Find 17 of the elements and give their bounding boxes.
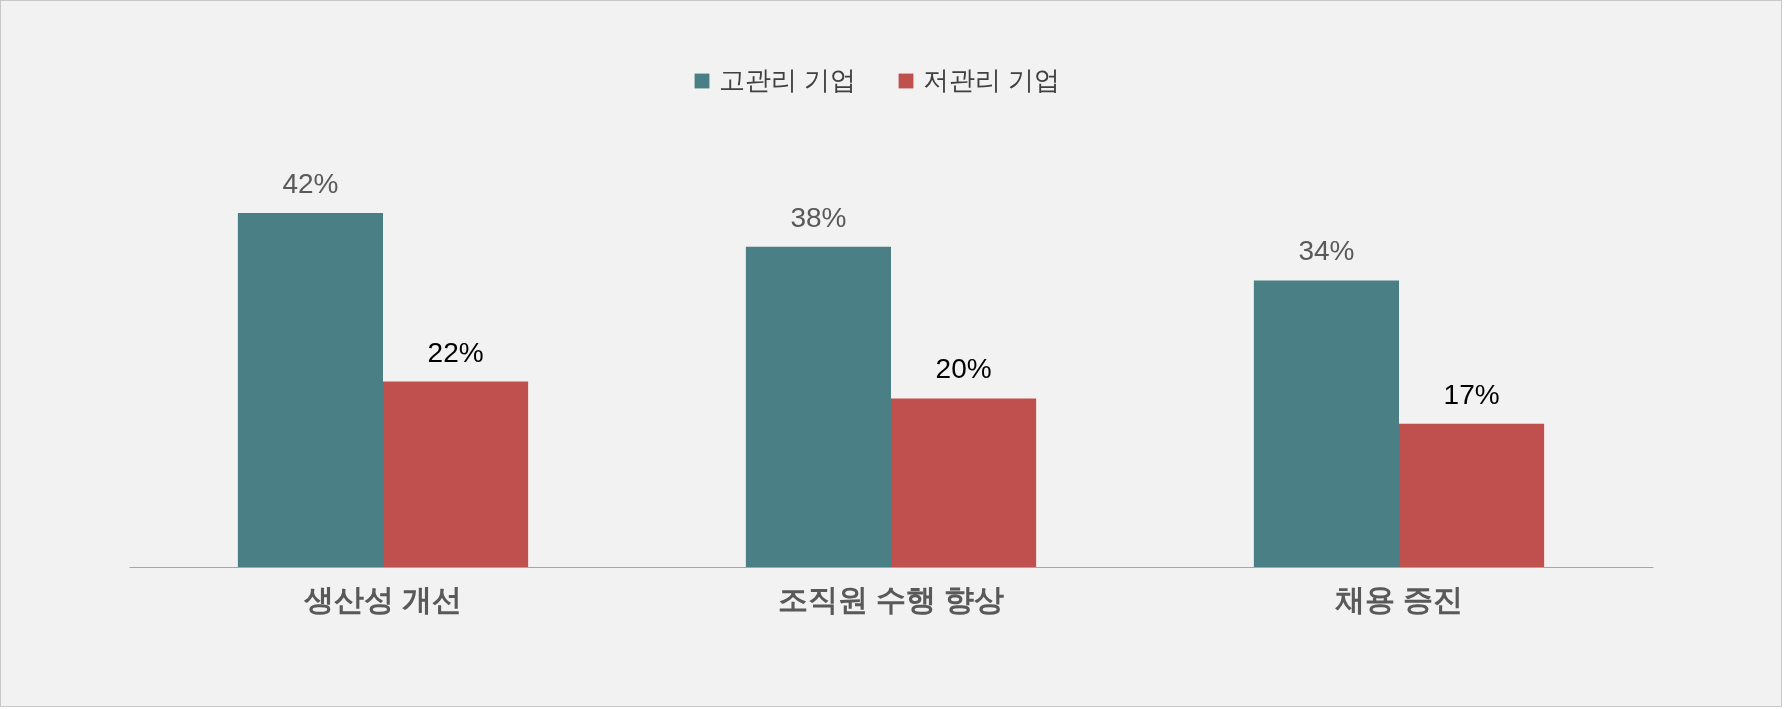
- data-label: 38%: [790, 201, 847, 233]
- bar: [745, 246, 891, 567]
- data-label: 22%: [427, 336, 484, 368]
- bar: [1399, 423, 1545, 567]
- x-tick-label: 생산성 개선: [302, 582, 463, 616]
- bar: [1253, 280, 1399, 567]
- legend-label: 저관리 기업: [923, 65, 1061, 95]
- bar: [891, 398, 1037, 567]
- bar: [237, 213, 383, 567]
- legend-label: 고관리 기업: [719, 65, 857, 95]
- data-label: 20%: [935, 353, 992, 385]
- data-label: 42%: [282, 168, 339, 199]
- data-label: 17%: [1443, 378, 1500, 410]
- x-tick-label: 채용 증진: [1334, 582, 1464, 616]
- bar: [383, 381, 529, 567]
- x-tick-label: 조직원 수행 향상: [777, 582, 1005, 616]
- data-label: 34%: [1298, 235, 1355, 267]
